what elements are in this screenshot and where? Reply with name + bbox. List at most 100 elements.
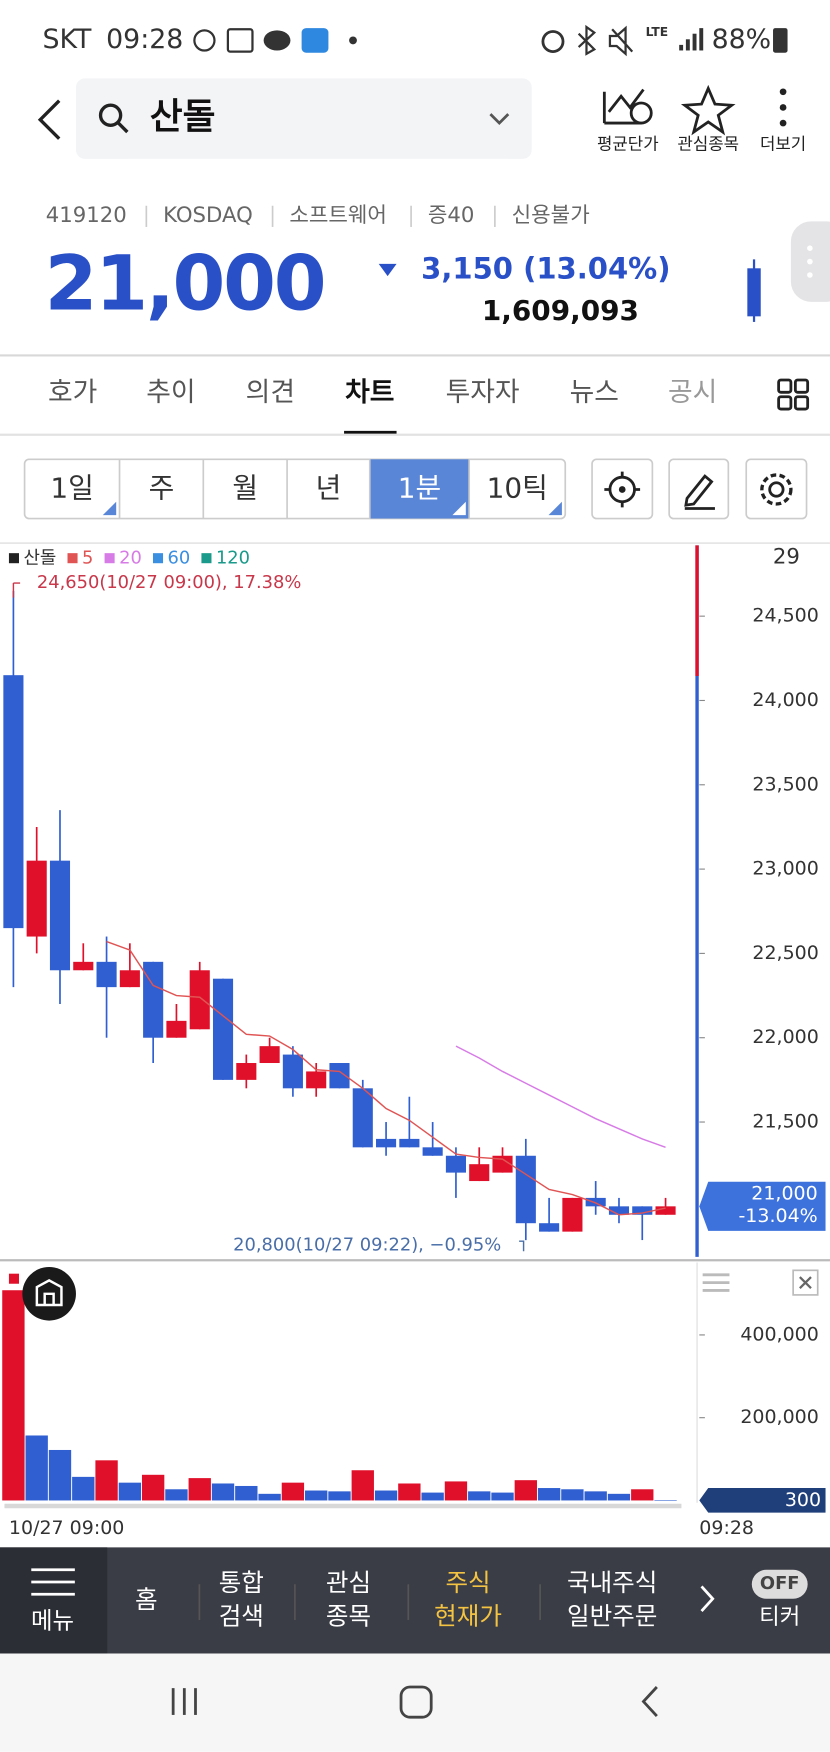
- volume-bar: [328, 1491, 351, 1501]
- action-label[interactable]: 평균단가: [597, 133, 659, 153]
- search-text: 산돌: [150, 97, 216, 138]
- action-icon: [629, 101, 653, 125]
- back-key[interactable]: [641, 1686, 658, 1718]
- period-button[interactable]: 1일: [50, 471, 93, 504]
- side-handle-dot: [807, 272, 813, 278]
- grid-icon[interactable]: [777, 395, 793, 411]
- volume-bar: [95, 1460, 118, 1501]
- candle-body: [236, 1063, 257, 1080]
- nav-item[interactable]: 현재가: [434, 1602, 502, 1631]
- x-tick-label: 09:28: [699, 1517, 754, 1539]
- volume-bar: [211, 1483, 235, 1501]
- tab[interactable]: 호가: [48, 377, 97, 408]
- period-button[interactable]: 년: [316, 471, 342, 504]
- nav-item[interactable]: 국내주식: [567, 1568, 657, 1597]
- volume-bar: [491, 1492, 514, 1501]
- annotation-marker: [12, 582, 21, 598]
- annotation: 24,650(10/27 09:00), 17.38%: [37, 572, 302, 593]
- system-nav: [0, 1653, 830, 1752]
- x-tick-label: 10/27 09:00: [9, 1517, 124, 1539]
- volume-bar: [631, 1489, 654, 1501]
- grid-icon[interactable]: [793, 378, 810, 394]
- side-handle-dot: [807, 258, 813, 265]
- legend-label: 5: [82, 548, 93, 569]
- candle-body: [655, 1206, 676, 1215]
- legend-label: 120: [216, 548, 250, 569]
- period-corner: [102, 501, 117, 516]
- tool-icon: [604, 471, 641, 508]
- ticker-toggle[interactable]: [751, 1569, 808, 1599]
- period-button[interactable]: 주: [149, 471, 175, 504]
- period-button[interactable]: 10틱: [487, 471, 548, 504]
- clock: 09:28: [106, 24, 183, 55]
- volume-tag: [699, 1488, 826, 1513]
- battery: 88%: [712, 24, 772, 55]
- status-icon: [263, 30, 291, 51]
- menu-label[interactable]: 메뉴: [31, 1607, 74, 1635]
- candle-body: [492, 1155, 513, 1173]
- tab[interactable]: 추이: [146, 377, 195, 408]
- legend-label: 20: [119, 548, 142, 569]
- network-label: LTE: [646, 25, 669, 39]
- dropdown-icon[interactable]: [489, 113, 510, 126]
- candle-body: [469, 1164, 490, 1182]
- candle-body: [608, 1206, 630, 1215]
- price-change: 3,150 (13.04%): [421, 252, 670, 286]
- tab[interactable]: 투자자: [446, 377, 520, 408]
- action-label[interactable]: 더보기: [760, 133, 806, 153]
- back-button[interactable]: [37, 99, 61, 140]
- nav-item[interactable]: 일반주문: [567, 1602, 657, 1631]
- count-label: 29: [773, 545, 800, 570]
- volume-legend-swatch: [8, 1273, 19, 1284]
- volume-bar: [607, 1493, 631, 1501]
- period-button[interactable]: 월: [232, 471, 258, 504]
- y-tick-label: 200,000: [740, 1406, 819, 1428]
- signal-bar: [692, 33, 697, 51]
- action-icon: [779, 104, 787, 111]
- grid-icon[interactable]: [777, 378, 793, 394]
- tab[interactable]: 뉴스: [570, 377, 619, 408]
- price-tag-change: -13.04%: [738, 1205, 817, 1227]
- nav-item[interactable]: 홈: [135, 1585, 158, 1614]
- annotation-marker: [519, 1240, 525, 1252]
- search-box[interactable]: [75, 78, 532, 159]
- period-button[interactable]: 1분: [398, 471, 441, 504]
- price-tag: [699, 1181, 826, 1231]
- nav-item[interactable]: 주식: [445, 1568, 490, 1597]
- action-label[interactable]: 관심종목: [677, 133, 739, 153]
- search-icon: [98, 103, 123, 127]
- y-tick-label: 22,500: [752, 942, 818, 964]
- volume-bar: [444, 1481, 468, 1501]
- volume-bar: [2, 1290, 25, 1501]
- nav-item[interactable]: 관심: [326, 1568, 371, 1597]
- tool-button[interactable]: [745, 458, 808, 520]
- candle-body: [259, 1046, 280, 1064]
- nav-more[interactable]: [700, 1585, 715, 1612]
- nav-item[interactable]: 통합: [219, 1568, 264, 1597]
- candle-body: [515, 1155, 536, 1224]
- down-arrow: [378, 263, 397, 277]
- volume-bar: [48, 1449, 72, 1501]
- candle-body: [632, 1206, 653, 1215]
- volume-bar: [398, 1483, 421, 1501]
- volume-bar: [351, 1470, 374, 1501]
- menu-button[interactable]: [0, 1547, 108, 1654]
- price-tag-label: 21,000: [751, 1183, 817, 1205]
- tab[interactable]: 차트: [345, 377, 394, 408]
- action-icon[interactable]: [680, 84, 736, 136]
- nav-item[interactable]: 검색: [219, 1602, 264, 1631]
- volume-bar: [421, 1492, 444, 1501]
- y-tick-label: 21,500: [752, 1111, 818, 1133]
- tab[interactable]: 공시: [668, 377, 717, 408]
- search-icon: [117, 121, 129, 134]
- stock-info: KOSDAQ: [163, 203, 253, 228]
- home-button[interactable]: [399, 1685, 433, 1719]
- action-icon[interactable]: [602, 88, 645, 125]
- tool-button[interactable]: [668, 458, 730, 520]
- candle-body: [352, 1088, 373, 1148]
- tab[interactable]: 의견: [246, 377, 295, 408]
- candle-body: [166, 1020, 187, 1038]
- grid-icon[interactable]: [793, 395, 810, 411]
- volume-bar: [235, 1485, 258, 1501]
- nav-item[interactable]: 종목: [326, 1602, 371, 1631]
